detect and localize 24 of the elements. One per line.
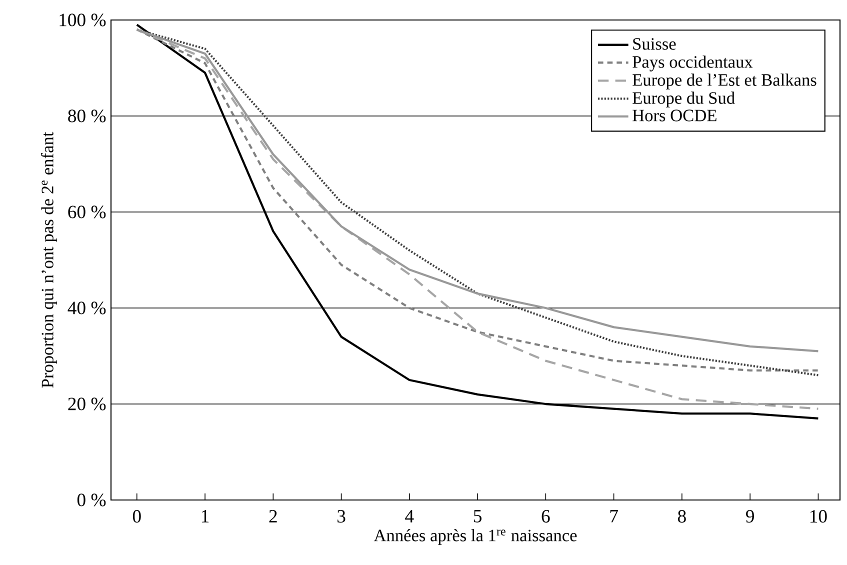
y-tick-label: 100 % (60, 14, 106, 26)
x-axis-title: Années après la 1$^{re}$ naissance (374, 529, 577, 545)
x-tick-label: 0 (132, 510, 141, 523)
x-tick-label: 4 (405, 510, 414, 522)
y-tick-label: 80 % (68, 110, 106, 122)
y-tick-label: 60 % (68, 206, 106, 218)
x-tick-label: 5 (474, 510, 482, 522)
y-tick-label: 0 % (77, 494, 106, 506)
x-tick-label: 1 (202, 510, 209, 522)
y-tick-label: 40 % (68, 302, 106, 314)
legend-label: Europe du Sud (632, 92, 735, 108)
legend-label: Suisse (633, 38, 676, 50)
y-tick-label: 20 % (68, 398, 106, 410)
x-tick-label: 7 (610, 510, 618, 522)
x-tick-label: 8 (678, 510, 686, 523)
x-tick-label: 10 (810, 510, 827, 523)
x-tick-label: 9 (746, 510, 754, 523)
legend-label: Europe de l’Est et Balkans (632, 74, 816, 90)
legend-label: Pays occidentaux (632, 56, 753, 72)
x-tick-label: 6 (542, 510, 550, 523)
x-tick-label: 2 (269, 510, 277, 522)
x-tick-label: 3 (338, 510, 346, 523)
y-axis-title: Proportion qui n’ont pas de 2$^{e}$ enfant (41, 132, 57, 388)
legend-label: Hors OCDE (632, 110, 716, 122)
